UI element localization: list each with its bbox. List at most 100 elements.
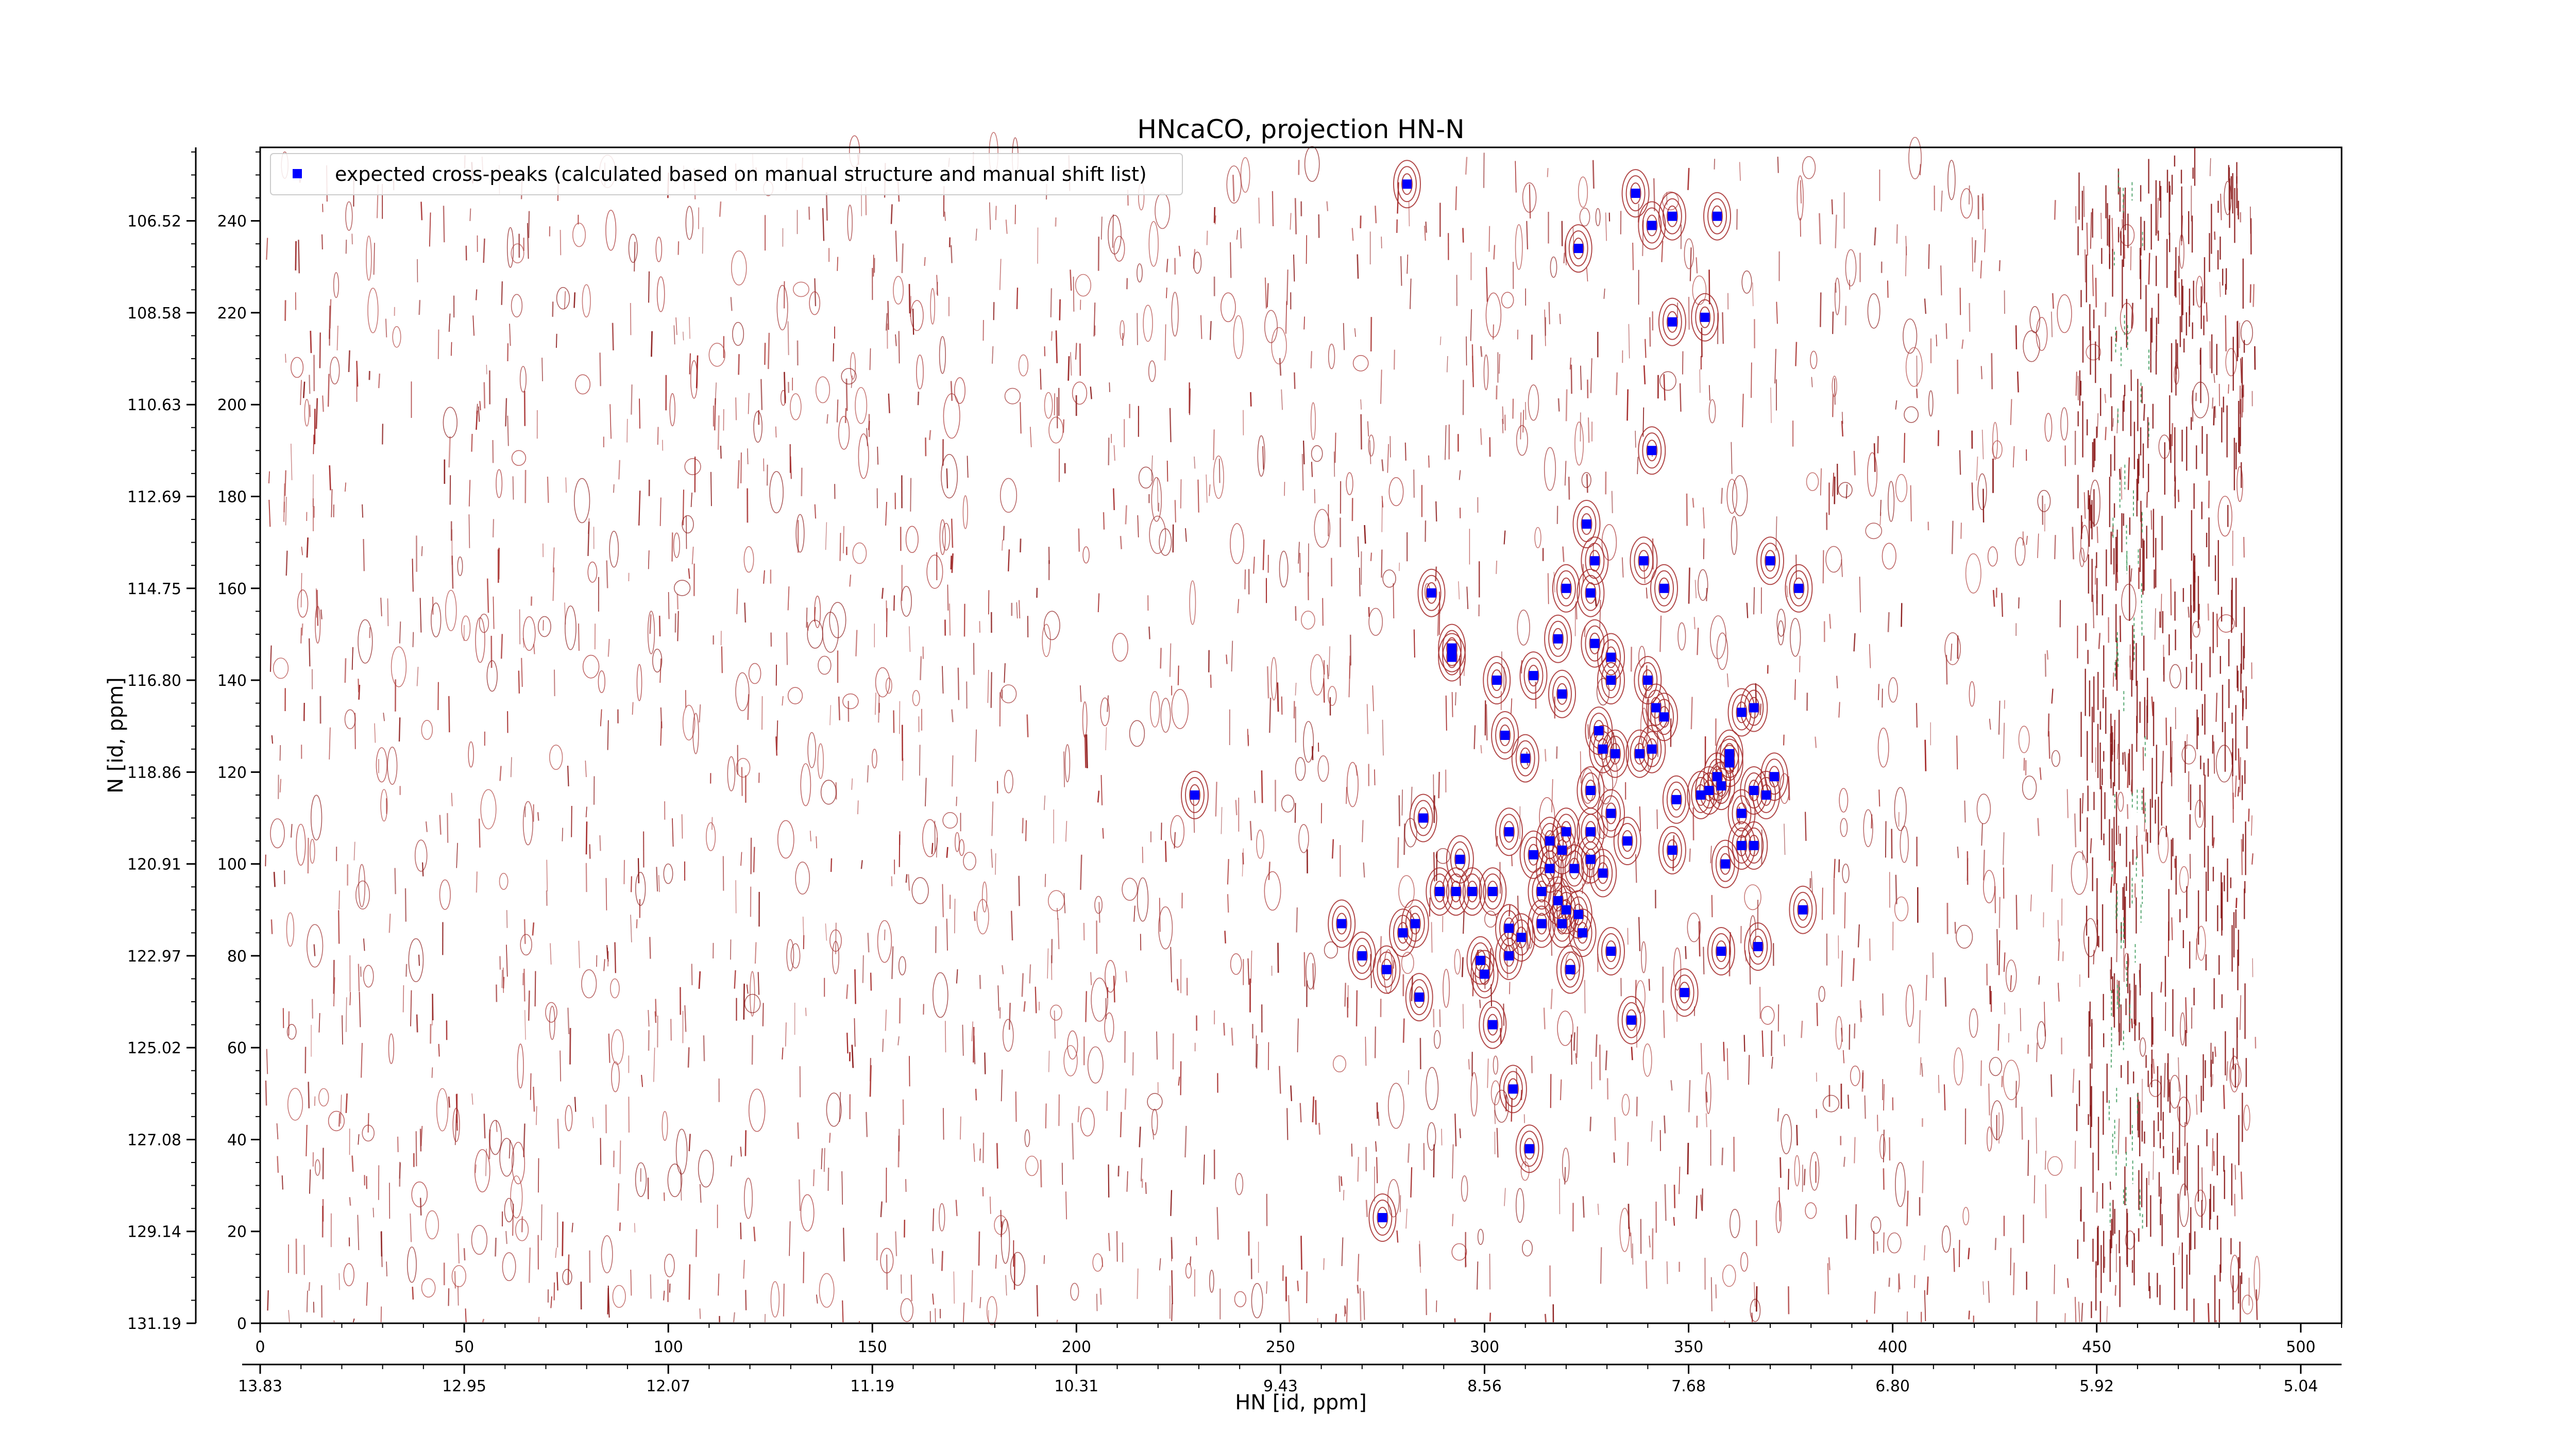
noise-contour [1100, 774, 1103, 805]
noise-contour [1843, 1156, 1845, 1167]
noise-contour [1080, 854, 1082, 890]
noise-contour [757, 972, 760, 995]
noise-contour [909, 1056, 910, 1087]
noise-contour [1004, 387, 1021, 405]
noise-contour [1485, 704, 1488, 740]
noise-contour [1777, 1108, 1780, 1122]
peak-contour [1401, 173, 1413, 195]
peak-contour [1695, 299, 1715, 335]
noise-contour [950, 555, 953, 570]
noise-contour [1277, 942, 1279, 973]
noise-contour [659, 497, 662, 526]
noise-contour [270, 818, 285, 849]
noise-contour [414, 839, 428, 872]
noise-contour [782, 1047, 784, 1060]
noise-contour [448, 1097, 450, 1108]
noise-contour [1113, 488, 1115, 510]
noise-contour [1108, 214, 1122, 255]
noise-contour [792, 281, 809, 297]
noise-contour [1063, 1045, 1078, 1076]
noise-contour [1281, 389, 1283, 410]
y-tick-label: 80 [227, 948, 247, 966]
peak-contour [1519, 747, 1531, 769]
noise-contour [647, 611, 655, 654]
noise-contour [1137, 313, 1138, 345]
noise-contour [611, 1061, 620, 1092]
peak-contour [1642, 669, 1654, 691]
noise-contour [1794, 1155, 1800, 1187]
noise-contour [431, 1067, 433, 1078]
noise-contour [1953, 1047, 1963, 1086]
noise-contour [1976, 794, 1991, 824]
peak-contour [1528, 899, 1556, 948]
peak-contour [1417, 568, 1446, 617]
noise-contour [955, 832, 960, 852]
cross-peak-marker [1488, 887, 1498, 897]
noise-contour [1298, 542, 1300, 564]
noise-contour [411, 1181, 428, 1207]
noise-contour [1189, 580, 1196, 625]
noise-contour [2092, 594, 2094, 629]
noise-contour [656, 867, 658, 892]
noise-contour [1010, 1252, 1026, 1286]
peak-contour [1760, 752, 1788, 801]
x-ppm-tick-label: 7.68 [1671, 1377, 1706, 1395]
cross-peak-marker [1508, 1084, 1518, 1094]
noise-contour [1470, 1072, 1478, 1117]
noise-contour [1166, 460, 1168, 482]
noise-contour [2142, 747, 2144, 771]
noise-contour [471, 1225, 488, 1255]
noise-contour [1149, 515, 1166, 554]
noise-contour [1611, 491, 1613, 513]
noise-contour [530, 596, 533, 606]
noise-contour [366, 235, 372, 281]
noise-contour [947, 584, 949, 611]
noise-contour [817, 743, 824, 779]
noise-contour [2178, 1246, 2180, 1255]
noise-contour [327, 374, 330, 407]
noise-contour [1605, 1050, 1608, 1070]
noise-contour [1784, 823, 1786, 855]
noise-contour [1445, 425, 1447, 460]
noise-contour [300, 380, 302, 406]
noise-contour [1375, 206, 1377, 224]
noise-contour [1487, 1058, 1489, 1088]
peak-contour [1393, 915, 1413, 951]
y-tick-label: 100 [217, 856, 247, 874]
noise-contour [312, 999, 313, 1019]
noise-contour [2051, 688, 2054, 704]
noise-contour [349, 1197, 351, 1206]
noise-contour [631, 384, 633, 415]
noise-contour [1874, 1291, 1876, 1314]
y-ppm-axis: 131.19129.14127.08125.02122.97120.91118.… [127, 147, 197, 1333]
peak-contour [1601, 639, 1621, 676]
y-ppm-tick-label: 127.08 [127, 1131, 181, 1149]
noise-contour [1874, 227, 1876, 246]
noise-contour [1122, 878, 1138, 901]
y-axis-title: N [id, ppm] [104, 677, 128, 794]
noise-contour [1209, 484, 1211, 496]
peak-contour [1609, 743, 1621, 765]
noise-contour [2177, 490, 2180, 502]
noise-contour [2240, 995, 2242, 1030]
peak-contour [1605, 802, 1617, 824]
noise-contour [1213, 455, 1224, 499]
noise-contour [2141, 845, 2144, 877]
peak-contour [1658, 706, 1670, 728]
noise-contour [887, 300, 889, 330]
noise-contour [699, 1184, 702, 1203]
noise-contour [922, 819, 938, 857]
noise-contour [1139, 1126, 1141, 1148]
noise-contour [2005, 959, 2017, 992]
noise-contour [1806, 472, 1819, 491]
noise-contour [321, 234, 324, 250]
noise-contour [1775, 516, 1777, 551]
noise-contour [1295, 757, 1306, 781]
cross-peak-marker [1537, 887, 1547, 897]
noise-contour [2209, 341, 2211, 369]
noise-contour [1125, 505, 1127, 525]
noise-contour [318, 1088, 329, 1107]
noise-contour [1688, 1080, 1691, 1113]
peak-contour [1613, 817, 1641, 865]
noise-contour [800, 1194, 815, 1232]
